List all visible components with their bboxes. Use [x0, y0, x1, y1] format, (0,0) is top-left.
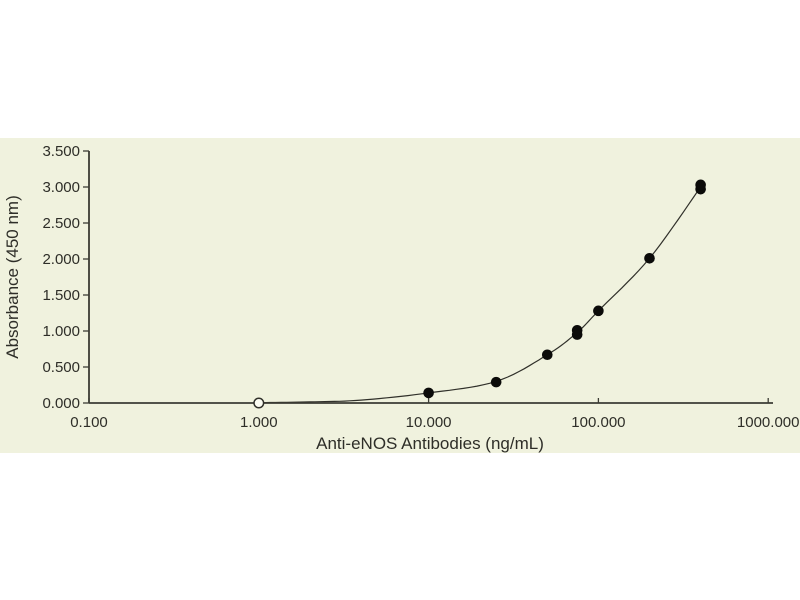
data-point: [490, 376, 502, 388]
y-tick-label: 3.500: [42, 143, 80, 160]
y-axis-title: Absorbance (450 nm): [3, 195, 22, 358]
fit-curve: [258, 186, 702, 404]
data-points-layer: [253, 179, 706, 409]
y-tick-label: 1.000: [42, 323, 80, 340]
x-axis-title: Anti-eNOS Antibodies (ng/mL): [316, 434, 544, 453]
data-point: [644, 252, 655, 264]
y-tick-label: 2.500: [42, 215, 80, 232]
x-tick-label: 0.100: [70, 414, 108, 431]
y-tick-label: 1.500: [42, 287, 80, 304]
chart-background-band: [0, 138, 800, 453]
y-tick-label: 0.000: [42, 395, 80, 412]
x-tick-label: 1.000: [240, 414, 278, 431]
y-tick-label: 0.500: [42, 359, 80, 376]
x-tick-label: 10.000: [406, 414, 452, 431]
tick-labels-layer: 0.100 1.000 10.000 100.000 1000.000 0.000 0.50…: [42, 143, 799, 431]
data-point: [695, 179, 706, 191]
open-circle-data-point: [253, 397, 265, 409]
y-tick-label: 3.000: [42, 179, 80, 196]
axes-layer: [88, 151, 773, 404]
data-point: [423, 387, 434, 399]
data-point: [593, 305, 604, 317]
data-point: [541, 349, 553, 361]
fit-curve-layer: [258, 186, 702, 404]
x-tick-label: 1000.000: [737, 414, 800, 431]
y-tick-label: 2.000: [42, 251, 80, 268]
data-point: [571, 324, 583, 336]
x-tick-label: 100.000: [571, 414, 625, 431]
